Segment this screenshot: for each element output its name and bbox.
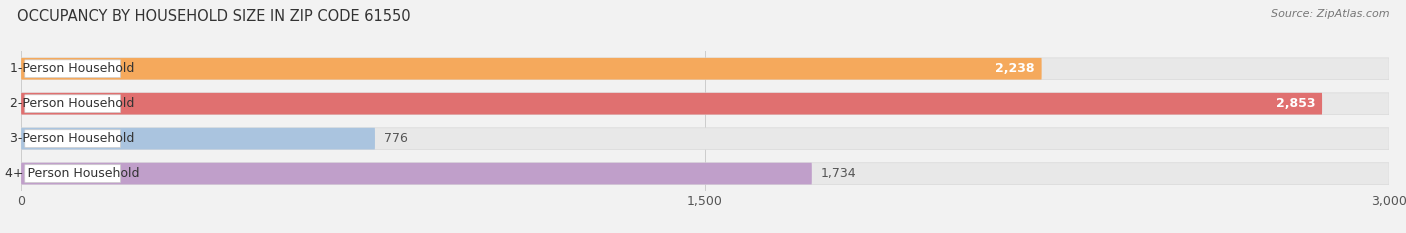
FancyBboxPatch shape <box>21 128 1389 150</box>
FancyBboxPatch shape <box>21 58 1389 80</box>
Text: 3-Person Household: 3-Person Household <box>10 132 135 145</box>
FancyBboxPatch shape <box>21 93 1322 115</box>
FancyBboxPatch shape <box>25 130 121 147</box>
Text: 2-Person Household: 2-Person Household <box>10 97 135 110</box>
Text: Source: ZipAtlas.com: Source: ZipAtlas.com <box>1271 9 1389 19</box>
Text: 2,853: 2,853 <box>1275 97 1315 110</box>
Text: OCCUPANCY BY HOUSEHOLD SIZE IN ZIP CODE 61550: OCCUPANCY BY HOUSEHOLD SIZE IN ZIP CODE … <box>17 9 411 24</box>
Text: 776: 776 <box>384 132 408 145</box>
Text: 2,238: 2,238 <box>995 62 1035 75</box>
FancyBboxPatch shape <box>21 128 375 150</box>
Text: 1,734: 1,734 <box>821 167 856 180</box>
Text: 4+ Person Household: 4+ Person Household <box>6 167 139 180</box>
FancyBboxPatch shape <box>25 95 121 113</box>
FancyBboxPatch shape <box>21 58 1042 80</box>
FancyBboxPatch shape <box>25 60 121 78</box>
FancyBboxPatch shape <box>25 165 121 182</box>
FancyBboxPatch shape <box>21 93 1389 115</box>
FancyBboxPatch shape <box>21 163 1389 185</box>
Text: 1-Person Household: 1-Person Household <box>10 62 135 75</box>
FancyBboxPatch shape <box>21 163 811 185</box>
